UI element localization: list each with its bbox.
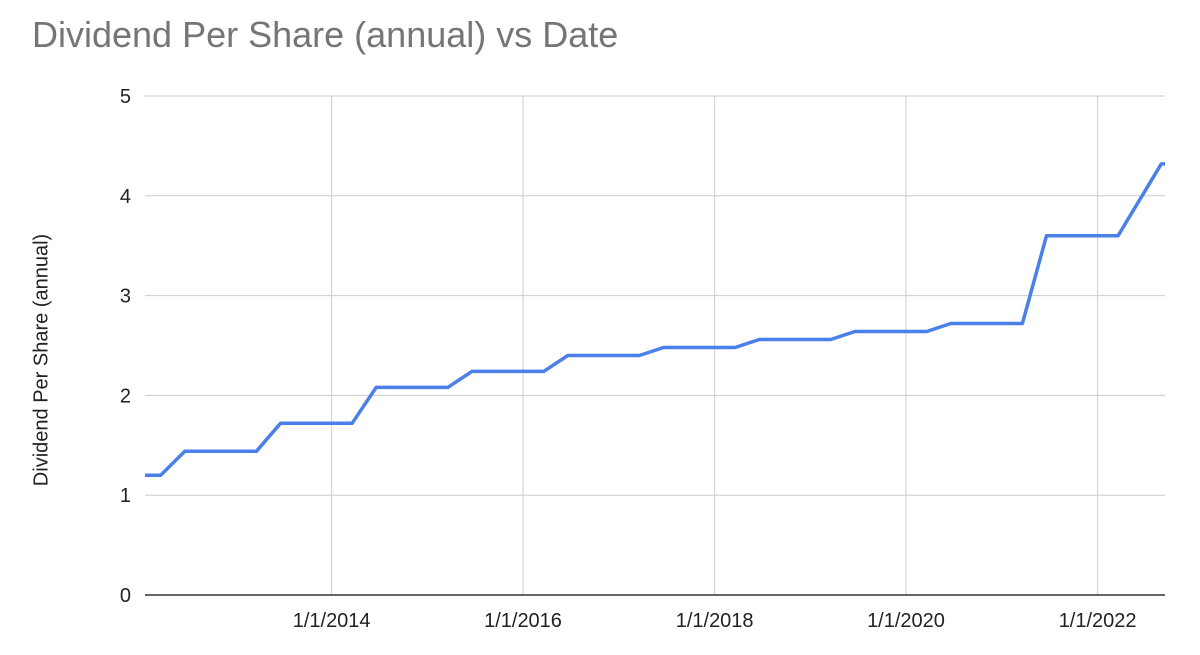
x-tick-label: 1/1/2014 [293, 610, 371, 632]
data-point [352, 423, 353, 424]
data-point [950, 323, 951, 324]
data-point [1022, 323, 1023, 324]
y-tick-label: 0 [120, 585, 131, 607]
x-tick-label: 1/1/2018 [676, 610, 754, 632]
data-point [854, 331, 855, 332]
x-tick-label: 1/1/2016 [484, 610, 562, 632]
data-point [1161, 163, 1162, 164]
data-point [376, 387, 377, 388]
data-point [735, 347, 736, 348]
data-point [543, 371, 544, 372]
data-point [1046, 235, 1047, 236]
x-tick-label: 1/1/2020 [867, 610, 945, 632]
series-line [145, 162, 1165, 477]
data-point [447, 387, 448, 388]
data-point [1165, 163, 1166, 164]
data-point [830, 339, 831, 340]
data-point [926, 331, 927, 332]
chart-title: Dividend Per Share (annual) vs Date [32, 14, 619, 55]
data-point [1118, 235, 1119, 236]
data-point [145, 475, 146, 476]
data-point [663, 347, 664, 348]
y-tick-label: 3 [120, 286, 131, 308]
data-point [759, 339, 760, 340]
x-tick-label: 1/1/2022 [1059, 610, 1137, 632]
data-point [256, 451, 257, 452]
y-tick-label: 5 [120, 86, 131, 108]
data-point [567, 355, 568, 356]
y-tick-label: 1 [120, 485, 131, 507]
data-point [184, 451, 185, 452]
data-point [471, 371, 472, 372]
data-point [280, 423, 281, 424]
data-point [160, 475, 161, 476]
data-point [639, 355, 640, 356]
y-tick-label: 4 [120, 186, 131, 208]
y-tick-label: 2 [120, 385, 131, 407]
